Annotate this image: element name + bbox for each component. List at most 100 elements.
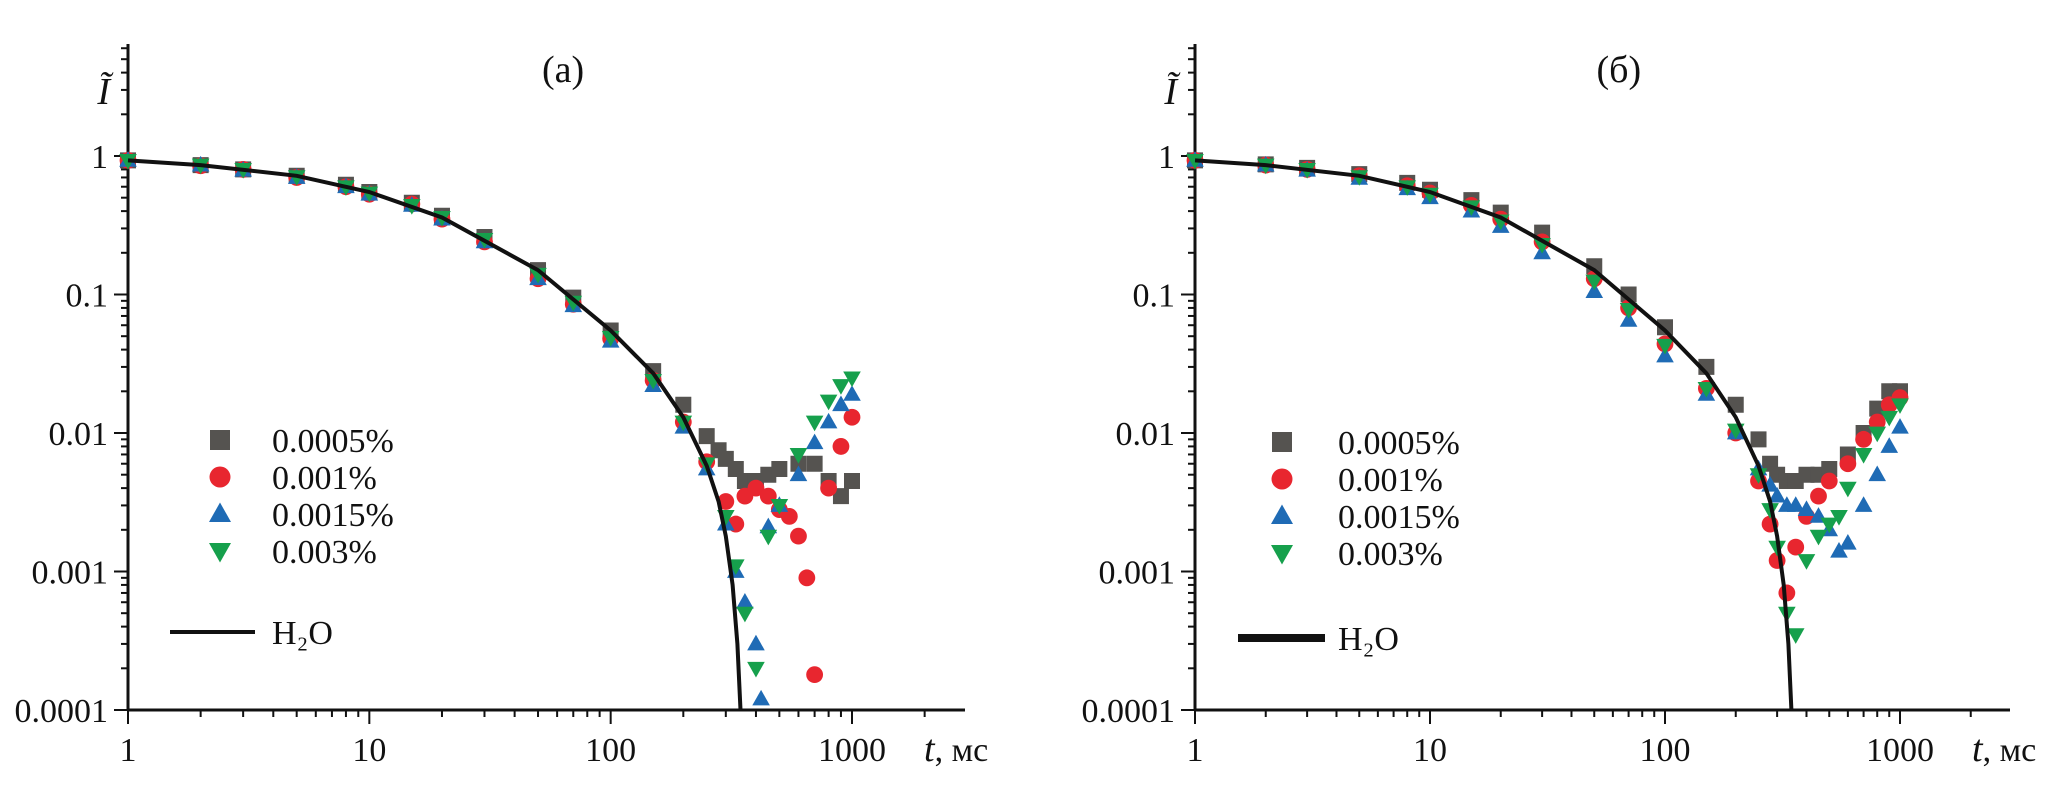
data-point: [1786, 628, 1805, 644]
legend-marker: [209, 502, 231, 522]
series-0.0005%: [120, 152, 860, 505]
legend-marker: [1271, 504, 1293, 524]
panel-title: (б): [1597, 49, 1642, 91]
data-point: [736, 606, 754, 623]
data-point: [1778, 584, 1796, 602]
data-point: [1830, 509, 1848, 526]
legend-marker: [1271, 545, 1293, 565]
data-point: [1786, 496, 1805, 512]
legend-marker: [209, 543, 231, 563]
data-point: [1619, 303, 1638, 319]
x-axis-unit: , мс: [935, 732, 989, 769]
data-point: [1798, 466, 1815, 483]
data-point: [752, 689, 770, 706]
data-point: [789, 448, 808, 464]
x-axis-unit: , мс: [1983, 732, 2037, 769]
data-point: [1787, 538, 1805, 556]
panel-a: 1 0.1 0.01 0.001 0.0001 1 10 100 1000 Ĩt, мс (а) 0.…: [15, 44, 988, 770]
data-point: [1810, 487, 1827, 505]
data-point: [727, 460, 744, 477]
series-0.0005%: [1187, 152, 1908, 490]
data-point: [819, 394, 838, 411]
data-point: [1656, 346, 1674, 363]
data-point: [844, 473, 860, 490]
data-point: [1839, 481, 1857, 498]
data-point: [747, 634, 765, 651]
reference-line-h2o: [1194, 158, 1794, 711]
data-point: [1797, 500, 1816, 516]
reference-line-h2o: [127, 158, 743, 711]
y-axis-label: Ĩ: [1163, 71, 1181, 113]
legend-marker: [1271, 468, 1293, 490]
data-point: [1839, 455, 1857, 473]
data-point: [843, 385, 861, 401]
data-point: [1797, 554, 1816, 570]
y-tick-label: 1: [1158, 139, 1175, 176]
data-point: [790, 527, 807, 545]
series-0.0015%: [1186, 151, 1909, 558]
data-point: [1868, 426, 1887, 443]
x-axis-label: t, мс: [924, 728, 988, 770]
y-tick-label: 0.1: [66, 278, 109, 315]
y-axis-label: Ĩ: [96, 71, 114, 113]
y-tick-label: 0.001: [1099, 555, 1176, 592]
y-tick-label: 0.01: [1116, 416, 1176, 453]
data-point: [1880, 437, 1899, 453]
x-tick-label: 100: [1640, 732, 1691, 769]
legend: 0.0005%0.001%0.0015%0.003% H₂O: [1238, 425, 1460, 658]
data-point: [843, 408, 861, 426]
x-axis-variable: t: [1972, 728, 1984, 770]
legend-marker: [209, 466, 231, 488]
legend-label-h2o: H₂O: [272, 615, 333, 652]
data-point: [747, 661, 765, 678]
data-point: [820, 479, 838, 497]
data-point: [759, 517, 778, 534]
data-point: [805, 433, 824, 450]
data-point: [819, 412, 838, 429]
data-point: [1868, 465, 1887, 482]
data-point: [1657, 319, 1673, 336]
legend-label: 0.0015%: [1338, 499, 1460, 536]
data-point: [805, 415, 824, 432]
data-point: [1809, 529, 1828, 546]
data-point: [832, 488, 849, 505]
data-point: [790, 455, 807, 472]
legend-label-h2o: H₂O: [1338, 621, 1399, 658]
data-point: [1586, 258, 1603, 275]
data-point: [832, 379, 850, 395]
data-point: [1830, 542, 1848, 558]
data-point: [1855, 430, 1872, 448]
legend-label: 0.001%: [1338, 462, 1443, 499]
data-point: [674, 415, 693, 432]
y-tick-label: 0.0001: [15, 693, 109, 730]
data-point: [789, 465, 808, 482]
x-tick-label: 1000: [1866, 732, 1934, 769]
legend-label: 0.0005%: [272, 423, 394, 460]
x-tick-label: 1: [120, 732, 137, 769]
data-point: [1820, 517, 1839, 534]
x-tick-label: 1000: [818, 732, 886, 769]
data-point: [806, 455, 823, 472]
data-point: [1821, 460, 1838, 477]
data-point: [1891, 418, 1909, 434]
panel-title: (а): [542, 49, 584, 91]
data-point: [736, 593, 754, 609]
y-tick-label: 0.0001: [1082, 693, 1176, 730]
y-tick-label: 1: [91, 139, 108, 176]
series-0.001%: [1186, 151, 1909, 602]
data-point: [780, 507, 798, 525]
x-axis-variable: t: [924, 728, 936, 770]
legend-label: 0.0005%: [1338, 425, 1460, 462]
data-point: [1749, 468, 1768, 484]
legend-label: 0.0015%: [272, 497, 394, 534]
data-point: [1891, 398, 1909, 414]
panel-b: 1 0.1 0.01 0.001 0.0001 1 10 100 1000 Ĩt, мс (б) 0.…: [1082, 44, 2036, 770]
x-tick-label: 10: [352, 732, 386, 769]
data-point: [843, 371, 861, 388]
y-tick-label: 0.1: [1133, 278, 1176, 315]
data-point: [1839, 534, 1857, 550]
data-point: [798, 569, 816, 587]
x-axis-label: t, мс: [1972, 728, 2036, 770]
legend-label: 0.003%: [272, 534, 377, 571]
